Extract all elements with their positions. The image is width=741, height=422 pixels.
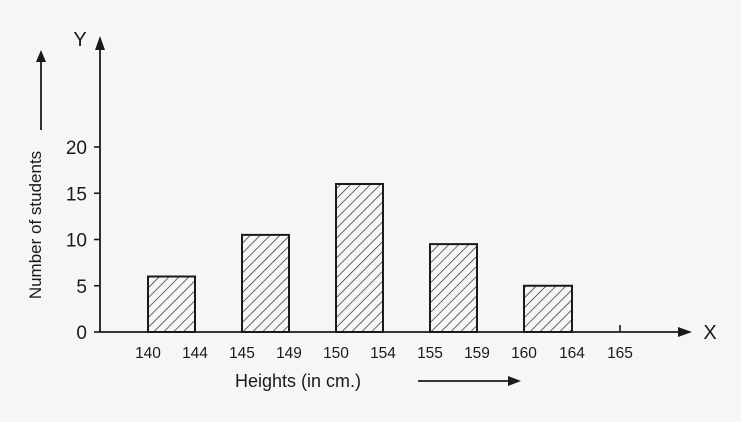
y-axis-title: Number of students — [26, 151, 45, 299]
x-tick-label: 150 — [323, 345, 349, 362]
y-label-arrow-icon — [36, 50, 46, 130]
x-tick-label: 155 — [417, 345, 443, 362]
bar-140-144 — [147, 275, 196, 333]
y-tick-label: 20 — [66, 138, 87, 159]
bar-150-154 — [335, 183, 384, 333]
y-tick-label: 5 — [76, 277, 87, 298]
bar-160-164 — [523, 284, 573, 333]
y-axis-letter: Y — [73, 29, 86, 51]
bars — [147, 183, 573, 333]
y-axis — [95, 36, 105, 332]
x-axis — [100, 327, 692, 337]
y-tick-label: 15 — [66, 184, 87, 205]
x-tick-label: 159 — [464, 345, 490, 362]
x-tick-label: 144 — [182, 345, 208, 362]
x-tick-label: 140 — [135, 345, 161, 362]
x-tick-label: 154 — [370, 345, 396, 362]
x-tick-label: 149 — [276, 345, 302, 362]
x-axis-title: Heights (in cm.) — [235, 371, 361, 391]
x-tick-label: 160 — [511, 345, 537, 362]
y-tick-label: 10 — [66, 231, 87, 252]
x-tick-label: 165 — [607, 345, 633, 362]
x-ticks: 140 144 145 149 150 154 155 159 160 164 165 — [135, 325, 633, 362]
x-axis-letter: X — [703, 322, 716, 344]
y-ticks: 0 5 10 15 20 — [66, 138, 100, 344]
x-tick-label: 164 — [559, 345, 585, 362]
bar-145-149 — [241, 233, 290, 333]
y-tick-label: 0 — [76, 323, 87, 344]
x-tick-label: 145 — [229, 345, 255, 362]
x-label-arrow-icon — [418, 376, 521, 386]
bar-155-159 — [429, 243, 478, 333]
